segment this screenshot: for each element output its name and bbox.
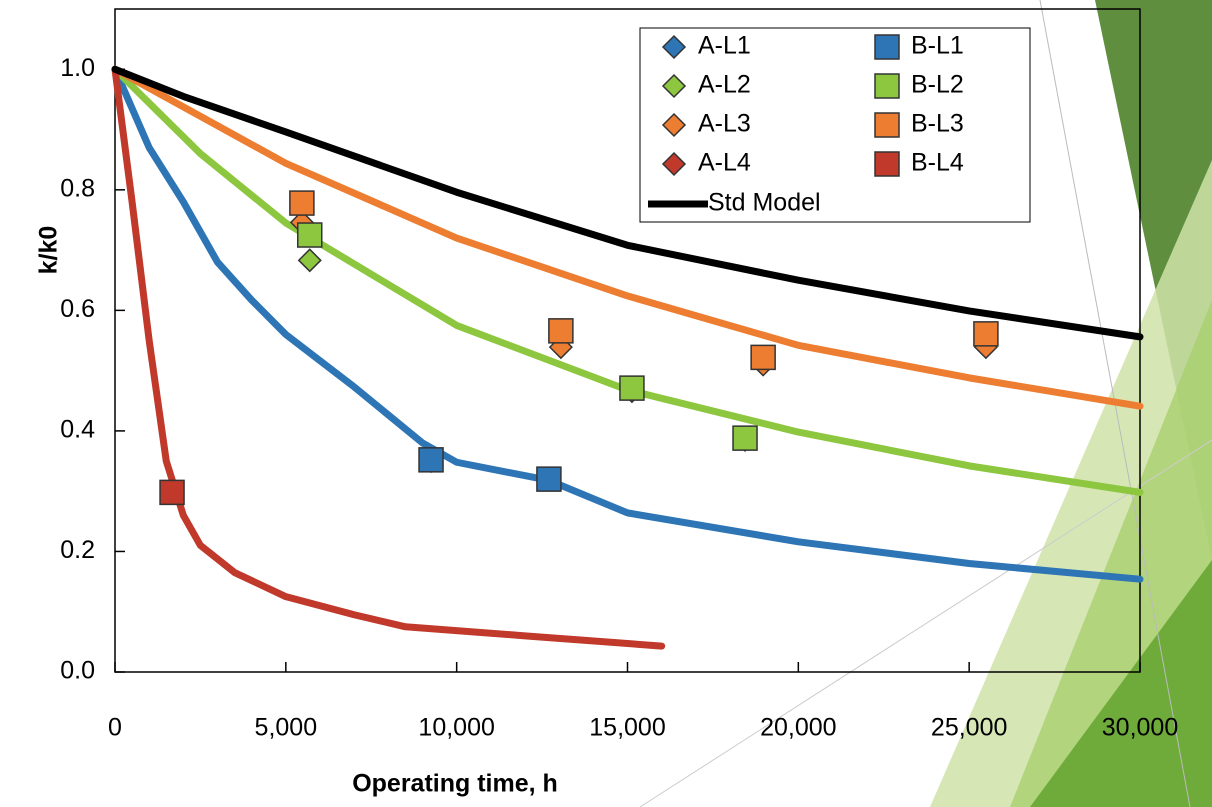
legend-marker [661,73,687,99]
decor-shape [1030,560,1212,807]
x-tick-label: 10,000 [418,714,494,742]
data-point [619,375,645,401]
legend-marker [661,34,687,60]
legend-label: B-L4 [911,149,964,177]
y-tick-label: 1.0 [60,54,95,82]
data-point [536,466,562,492]
model-curve [111,65,666,650]
data-point [548,318,574,344]
data-point [973,321,999,347]
legend-label: A-L2 [698,71,751,99]
legend-label: B-L2 [911,71,964,99]
legend-marker [874,34,900,60]
data-point [289,190,315,216]
legend-marker [874,151,900,177]
legend-label: Std Model [708,189,821,217]
legend-marker [874,112,900,138]
x-axis-label: Operating time, h [352,770,558,798]
y-tick-label: 0.2 [60,536,95,564]
decor-line [639,439,1212,807]
legend [639,27,1031,223]
data-point [297,222,323,248]
model-curve [111,65,1144,583]
x-tick-label: 0 [108,714,122,742]
data-point [159,479,185,506]
legend-label: A-L3 [698,110,751,138]
x-tick-label: 5,000 [255,714,318,742]
x-tick-label: 25,000 [931,714,1007,742]
y-tick-label: 0.4 [60,416,95,444]
legend-label: B-L3 [911,110,964,138]
data-point [297,248,322,273]
background-decoration [639,0,1212,807]
x-tick-label: 15,000 [589,714,665,742]
data-point [418,447,444,473]
model-curve [111,65,1144,341]
data-point [732,425,758,451]
model-curve [111,65,1144,410]
y-tick-label: 0.6 [60,295,95,323]
x-tick-label: 30,000 [1102,714,1178,742]
y-tick-label: 0.0 [60,657,95,685]
y-axis-label: k/k0 [35,226,63,275]
legend-label: A-L1 [698,32,751,60]
legend-label: B-L1 [911,32,964,60]
legend-marker [661,151,687,177]
y-tick-label: 0.8 [60,174,95,202]
legend-marker [874,73,900,99]
legend-label: A-L4 [698,149,751,177]
legend-marker [661,112,687,138]
data-point [750,344,776,371]
model-curve [111,65,1144,496]
x-tick-label: 20,000 [760,714,836,742]
